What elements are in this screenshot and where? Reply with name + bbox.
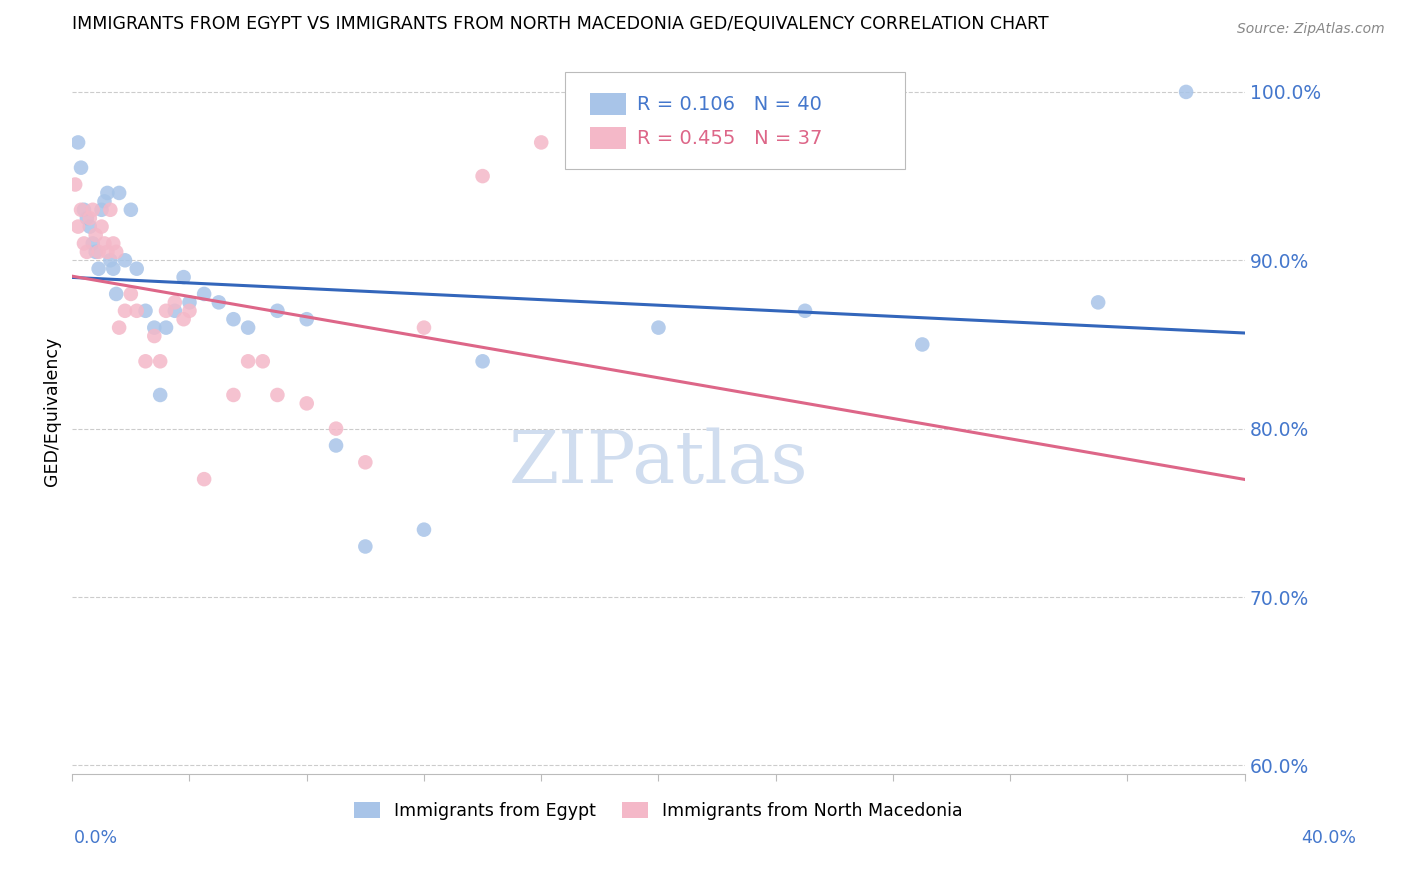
Point: [222, 312, 245, 326]
Point: [325, 438, 347, 452]
Point: [73, 236, 96, 251]
Point: [143, 329, 166, 343]
Point: [90, 219, 112, 234]
Point: [295, 396, 318, 410]
Point: [155, 320, 177, 334]
Text: R = 0.106   N = 40: R = 0.106 N = 40: [637, 95, 823, 113]
Point: [155, 303, 177, 318]
Point: [108, 186, 131, 200]
Legend: Immigrants from Egypt, Immigrants from North Macedonia: Immigrants from Egypt, Immigrants from N…: [347, 795, 970, 827]
Y-axis label: GED/Equivalency: GED/Equivalency: [44, 337, 60, 486]
Point: [413, 320, 436, 334]
Point: [87, 261, 110, 276]
Point: [93, 194, 115, 209]
Text: 40.0%: 40.0%: [1301, 829, 1357, 847]
Point: [134, 303, 156, 318]
Point: [295, 312, 318, 326]
Point: [236, 320, 259, 334]
Point: [125, 303, 148, 318]
Point: [471, 169, 494, 183]
Point: [82, 236, 104, 251]
Point: [222, 388, 245, 402]
Point: [114, 253, 136, 268]
Point: [98, 202, 121, 217]
Point: [354, 455, 377, 469]
Point: [114, 303, 136, 318]
Point: [236, 354, 259, 368]
Point: [125, 261, 148, 276]
Point: [193, 287, 215, 301]
Text: R = 0.455   N = 37: R = 0.455 N = 37: [637, 128, 823, 148]
Point: [143, 320, 166, 334]
Point: [120, 287, 142, 301]
Point: [471, 354, 494, 368]
Point: [70, 202, 93, 217]
Point: [76, 211, 98, 226]
Bar: [591, 128, 626, 149]
Point: [96, 244, 118, 259]
Point: [84, 227, 107, 242]
Point: [647, 320, 669, 334]
Point: [105, 287, 128, 301]
Point: [1087, 295, 1109, 310]
Point: [67, 136, 90, 150]
Point: [193, 472, 215, 486]
Point: [266, 303, 288, 318]
Point: [173, 270, 195, 285]
Point: [354, 540, 377, 554]
Point: [149, 354, 172, 368]
Point: [173, 312, 195, 326]
Point: [90, 202, 112, 217]
Point: [530, 136, 553, 150]
Point: [87, 244, 110, 259]
Point: [149, 388, 172, 402]
FancyBboxPatch shape: [565, 71, 904, 169]
Text: IMMIGRANTS FROM EGYPT VS IMMIGRANTS FROM NORTH MACEDONIA GED/EQUIVALENCY CORRELA: IMMIGRANTS FROM EGYPT VS IMMIGRANTS FROM…: [72, 15, 1049, 33]
Point: [134, 354, 156, 368]
Point: [98, 253, 121, 268]
Point: [208, 295, 231, 310]
Point: [108, 320, 131, 334]
Point: [84, 244, 107, 259]
Point: [911, 337, 934, 351]
Text: 0.0%: 0.0%: [73, 829, 118, 847]
Point: [96, 186, 118, 200]
Point: [103, 236, 125, 251]
Point: [73, 202, 96, 217]
Point: [179, 295, 201, 310]
Bar: [591, 94, 626, 115]
Point: [82, 202, 104, 217]
Point: [163, 295, 186, 310]
Point: [179, 303, 201, 318]
Point: [93, 236, 115, 251]
Point: [105, 244, 128, 259]
Point: [76, 244, 98, 259]
Point: [103, 261, 125, 276]
Text: ZIPatlas: ZIPatlas: [509, 427, 808, 498]
Text: Source: ZipAtlas.com: Source: ZipAtlas.com: [1237, 22, 1385, 37]
Point: [63, 178, 86, 192]
Point: [120, 202, 142, 217]
Point: [794, 303, 817, 318]
Point: [266, 388, 288, 402]
Point: [413, 523, 436, 537]
Point: [70, 161, 93, 175]
Point: [79, 219, 101, 234]
Point: [67, 219, 90, 234]
Point: [252, 354, 274, 368]
Point: [79, 211, 101, 226]
Point: [325, 422, 347, 436]
Point: [163, 303, 186, 318]
Point: [1175, 85, 1198, 99]
